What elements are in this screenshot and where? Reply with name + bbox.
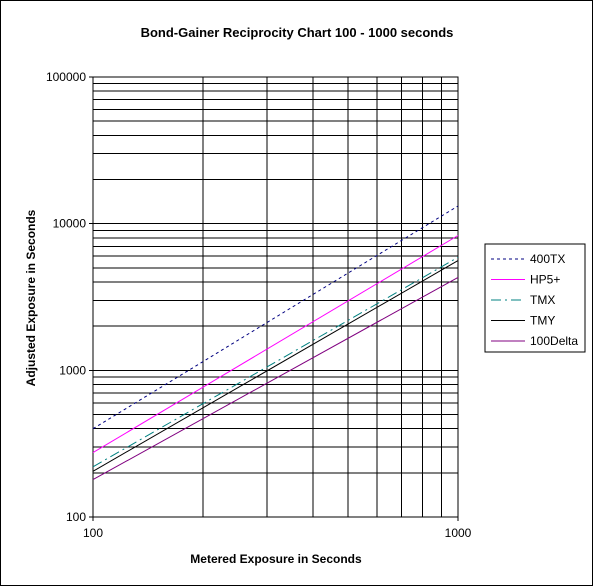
y-tick-label: 100000 [46,70,86,84]
series-line-400tx [92,205,459,430]
series-line-hp5- [92,235,459,454]
y-axis-label: Adjusted Exposure in Seconds [24,209,38,386]
x-axis-label: Metered Exposure in Seconds [190,552,362,566]
chart-title: Bond-Gainer Reciprocity Chart 100 - 1000… [141,25,454,40]
legend-label: 100Delta [530,334,578,348]
gridlines [93,77,458,517]
tick-labels: 100 1000 10000 100000 100 1000 [46,70,472,540]
series-line-100delta [92,276,459,481]
legend-label: 400TX [530,252,565,266]
legend-label: TMX [530,293,555,307]
x-tick-label: 1000 [445,526,472,540]
y-tick-label: 1000 [59,363,86,377]
legend-label: HP5+ [530,273,560,287]
series-line-tmy [92,260,459,472]
y-tick-label: 10000 [53,217,87,231]
legend-box [484,243,586,353]
series-line-tmx [92,256,459,468]
legend-label: TMY [530,314,555,328]
y-tick-label: 100 [66,510,86,524]
legend: 400TX HP5+ TMX TMY 100Delta [484,243,586,353]
x-tick-label: 100 [83,526,103,540]
plot-area [92,76,459,518]
series-lines [92,205,459,481]
